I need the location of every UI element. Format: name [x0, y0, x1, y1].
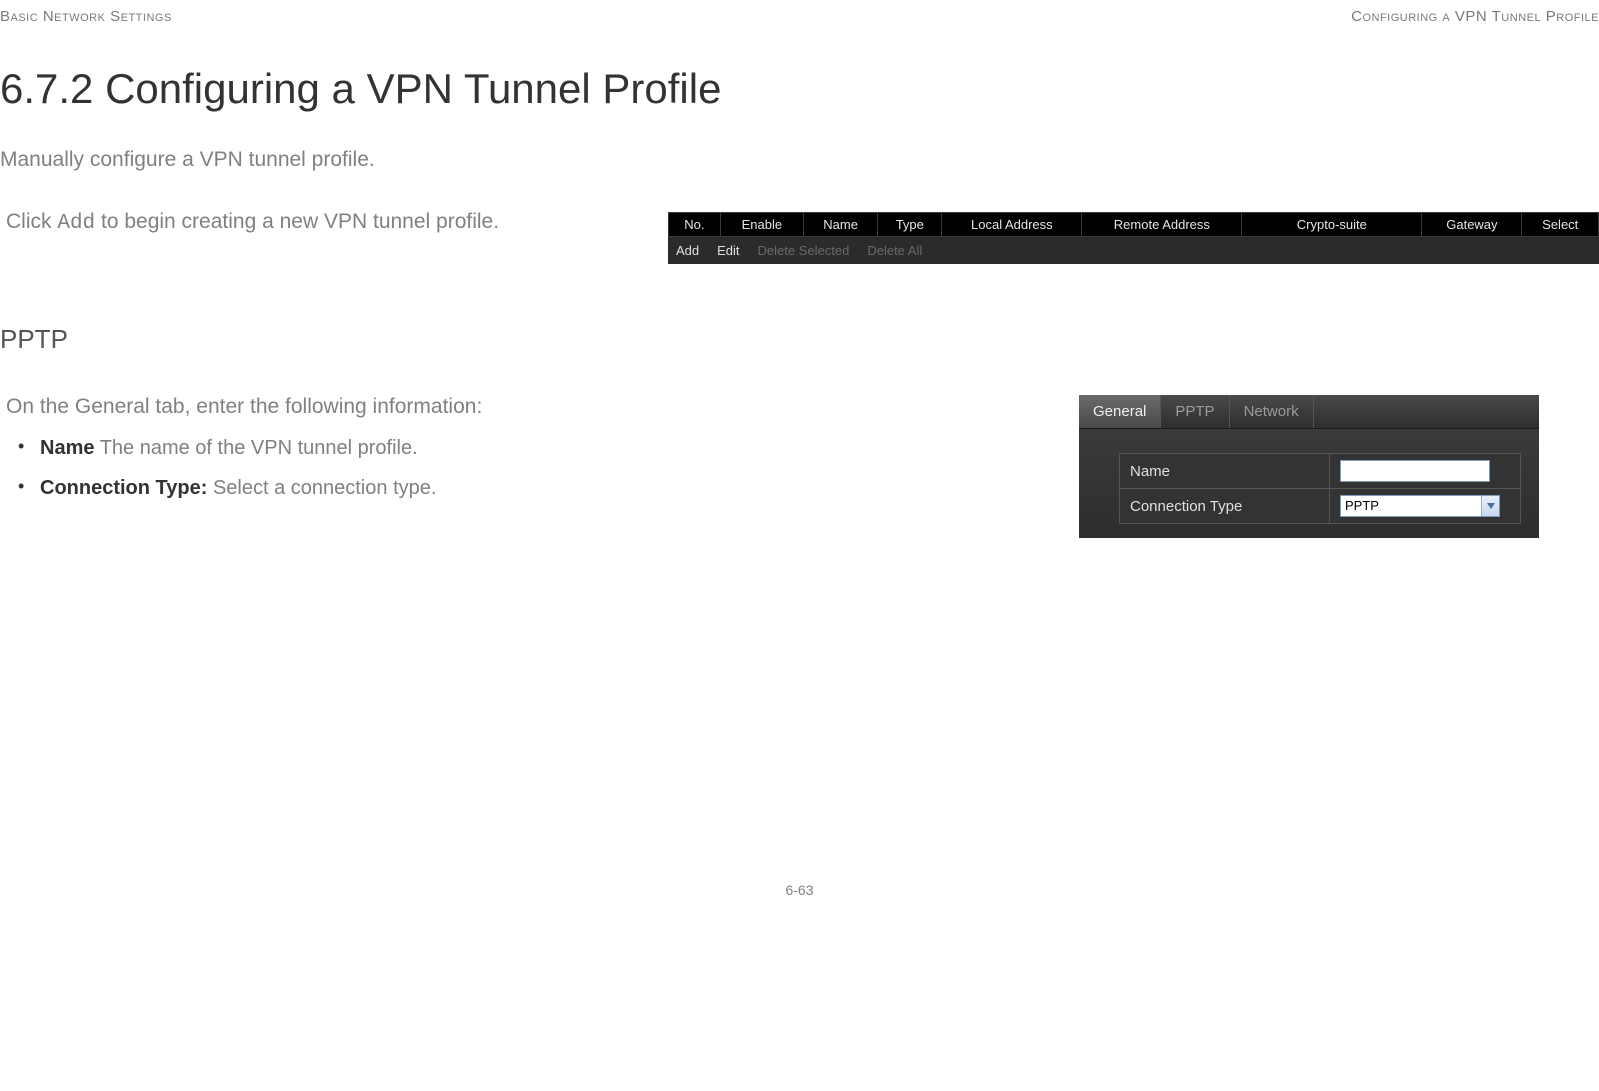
- bullet-name-label: Name: [40, 437, 94, 459]
- tabs: General PPTP Network: [1079, 395, 1539, 429]
- col-remote-address: Remote Address: [1082, 213, 1242, 237]
- tab-network[interactable]: Network: [1230, 395, 1314, 428]
- step1-suffix: to begin creating a new VPN tunnel profi…: [95, 210, 499, 233]
- header-right: Configuring a VPN Tunnel Profile: [1351, 8, 1599, 25]
- general-instructions: On the General tab, enter the following …: [0, 395, 680, 513]
- conn-type-cell: PPTP: [1330, 489, 1521, 524]
- delete-all-button[interactable]: Delete All: [867, 243, 922, 258]
- vpn-profile-table: No. Enable Name Type Local Address Remot…: [668, 212, 1599, 237]
- col-enable: Enable: [720, 213, 803, 237]
- panel-body: Name Connection Type PPTP: [1079, 429, 1539, 538]
- page-number: 6-63: [785, 882, 813, 898]
- bullet-conn-label: Connection Type:: [40, 477, 207, 499]
- bullet-name-desc: The name of the VPN tunnel profile.: [100, 437, 418, 459]
- vpn-profile-table-wrap: No. Enable Name Type Local Address Remot…: [668, 210, 1599, 264]
- step1-prefix: Click: [6, 210, 57, 233]
- bullet-conn-desc: Select a connection type.: [213, 477, 436, 499]
- vpn-toolbar: Add Edit Delete Selected Delete All: [668, 237, 1599, 264]
- tab-pptp[interactable]: PPTP: [1161, 395, 1229, 428]
- col-no: No.: [669, 213, 721, 237]
- bullet-conn-type: Connection Type: Select a connection typ…: [18, 473, 680, 503]
- chevron-down-icon: [1481, 496, 1499, 516]
- add-button[interactable]: Add: [676, 243, 699, 258]
- step1-text: Click Add to begin creating a new VPN tu…: [0, 210, 638, 235]
- col-local-address: Local Address: [942, 213, 1082, 237]
- delete-selected-button[interactable]: Delete Selected: [758, 243, 850, 258]
- col-name: Name: [804, 213, 878, 237]
- bullet-name: Name The name of the VPN tunnel profile.: [18, 433, 680, 463]
- conn-type-label: Connection Type: [1120, 489, 1330, 524]
- col-type: Type: [878, 213, 942, 237]
- tab-general[interactable]: General: [1079, 395, 1161, 428]
- col-crypto-suite: Crypto-suite: [1242, 213, 1422, 237]
- header-left: Basic Network Settings: [0, 8, 172, 25]
- name-input[interactable]: [1340, 460, 1490, 482]
- intro-text: Manually configure a VPN tunnel profile.: [0, 148, 1599, 172]
- subsection-title: PPTP: [0, 324, 1599, 355]
- name-cell: [1330, 454, 1521, 489]
- conn-type-select[interactable]: PPTP: [1340, 495, 1500, 517]
- form-table: Name Connection Type PPTP: [1119, 453, 1521, 524]
- edit-button[interactable]: Edit: [717, 243, 739, 258]
- col-gateway: Gateway: [1422, 213, 1522, 237]
- conn-type-value: PPTP: [1341, 496, 1481, 516]
- section-title: 6.7.2 Configuring a VPN Tunnel Profile: [0, 65, 1599, 113]
- col-select: Select: [1522, 213, 1599, 237]
- general-intro: On the General tab, enter the following …: [6, 395, 680, 419]
- name-label: Name: [1120, 454, 1330, 489]
- step1-code: Add: [57, 212, 95, 235]
- general-panel: General PPTP Network Name Connection Typ…: [1079, 395, 1599, 538]
